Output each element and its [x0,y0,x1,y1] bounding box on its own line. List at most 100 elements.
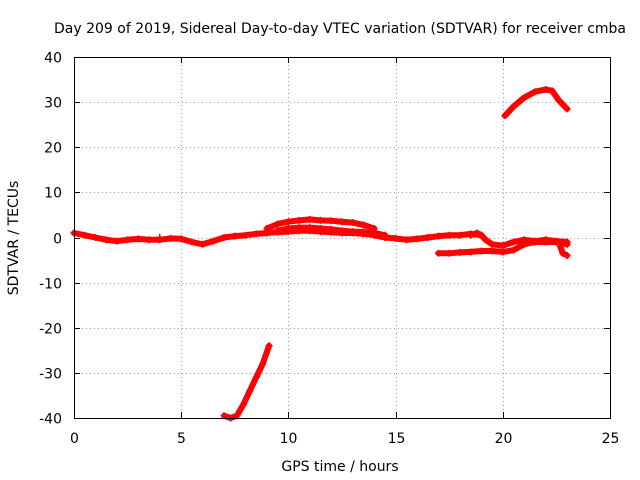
data-point [209,237,217,245]
data-point [563,238,571,246]
grid [74,57,610,418]
data-point [563,252,571,260]
series-loop-right [467,229,571,250]
y-tick-label: -20 [39,322,62,338]
data-point [220,234,228,241]
y-tick-label: -10 [39,277,62,293]
data-point [306,224,314,232]
y-axis-label: SDTVAR / TECUs [6,181,22,296]
data-point [381,231,389,239]
data-point [134,235,142,243]
data-point [263,224,271,232]
data-point [306,215,314,223]
data-point [477,247,485,255]
series-bottom-rise [220,342,273,422]
y-tick-label: -30 [39,367,62,383]
data-point [317,216,325,224]
data-point [548,87,556,95]
x-tick-label: 5 [177,431,186,447]
data-point [402,236,410,244]
data-point [327,217,335,225]
data-point [499,248,507,256]
data-point [295,224,303,232]
data-point [370,229,378,237]
data-point [434,249,442,257]
data-point [124,236,132,244]
y-tick-label: 20 [44,141,62,157]
data-point [188,238,196,246]
data-point [456,248,464,256]
data-point [102,236,110,244]
data-point [520,236,528,244]
data-point [392,234,400,242]
series-mid-arc [274,224,389,239]
series-line [501,86,571,119]
data-point [563,105,571,113]
data-point [259,360,267,368]
data-point [349,219,357,227]
data-point [531,88,539,96]
data-point [91,234,99,241]
data-point [445,231,453,239]
data-point [542,85,550,93]
data-point [467,231,475,239]
x-tick-label: 15 [388,431,406,447]
data-point [284,218,292,226]
data-series [70,85,571,422]
data-point [488,240,496,248]
data-point-isolated [156,234,164,241]
data-point [295,216,303,224]
chart-title: Day 209 of 2019, Sidereal Day-to-day VTE… [54,21,626,37]
series-right-tail [555,238,571,260]
data-point [327,225,335,233]
data-point [81,231,89,239]
data-point [284,224,292,232]
data-point [338,227,346,235]
data-point [246,387,254,395]
data-point [445,249,453,257]
data-point [274,220,282,228]
data-point [145,236,153,244]
data-point [467,248,475,256]
data-point [555,96,563,104]
y-tick-label: 40 [44,51,62,67]
data-point [349,228,357,236]
data-point [542,236,550,244]
data-point [510,246,518,254]
y-tick-label: 0 [53,232,62,248]
data-point [338,218,346,226]
data-point [434,232,442,240]
data-point [166,234,174,242]
x-tick-label: 10 [280,431,298,447]
x-tick-label: 20 [495,431,513,447]
data-point [359,221,367,229]
data-point [520,94,528,102]
series-top-arc [501,85,571,120]
data-point [473,229,481,237]
data-point [359,228,367,236]
x-axis-label: GPS time / hours [281,459,398,475]
data-point [242,231,250,239]
axis-ticks: 0 5 10 15 20 25 -40 -30 -20 -10 0 10 20 30 40 [39,51,619,448]
data-point [424,234,432,241]
data-point [482,236,490,244]
y-tick-label: 10 [44,186,62,202]
data-point [252,373,260,381]
data-point [317,224,325,232]
data-point [274,227,282,235]
data-point [555,238,563,246]
data-point [252,230,260,238]
data-point [499,242,507,250]
data-point [231,232,239,240]
data-point [456,231,464,239]
data-point [501,112,509,120]
y-tick-label: -40 [39,412,62,428]
data-point [177,235,185,243]
data-point [113,237,121,245]
data-point [559,249,567,257]
x-tick-label: 0 [70,431,79,447]
data-point [488,247,496,255]
data-point [477,231,485,239]
data-point [413,235,421,243]
data-point [510,103,518,111]
